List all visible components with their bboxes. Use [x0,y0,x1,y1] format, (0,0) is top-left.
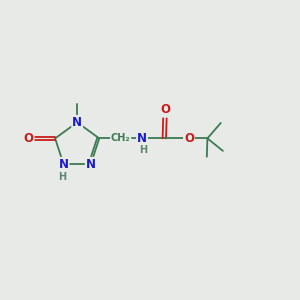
Text: H: H [139,145,147,155]
Text: N: N [86,158,96,171]
Text: N: N [58,158,69,171]
Text: O: O [23,132,33,145]
Text: CH₂: CH₂ [111,134,130,143]
Text: H: H [58,172,66,182]
Text: N: N [72,116,82,129]
Text: N: N [137,132,147,145]
Text: O: O [184,132,194,145]
Text: O: O [160,103,170,116]
